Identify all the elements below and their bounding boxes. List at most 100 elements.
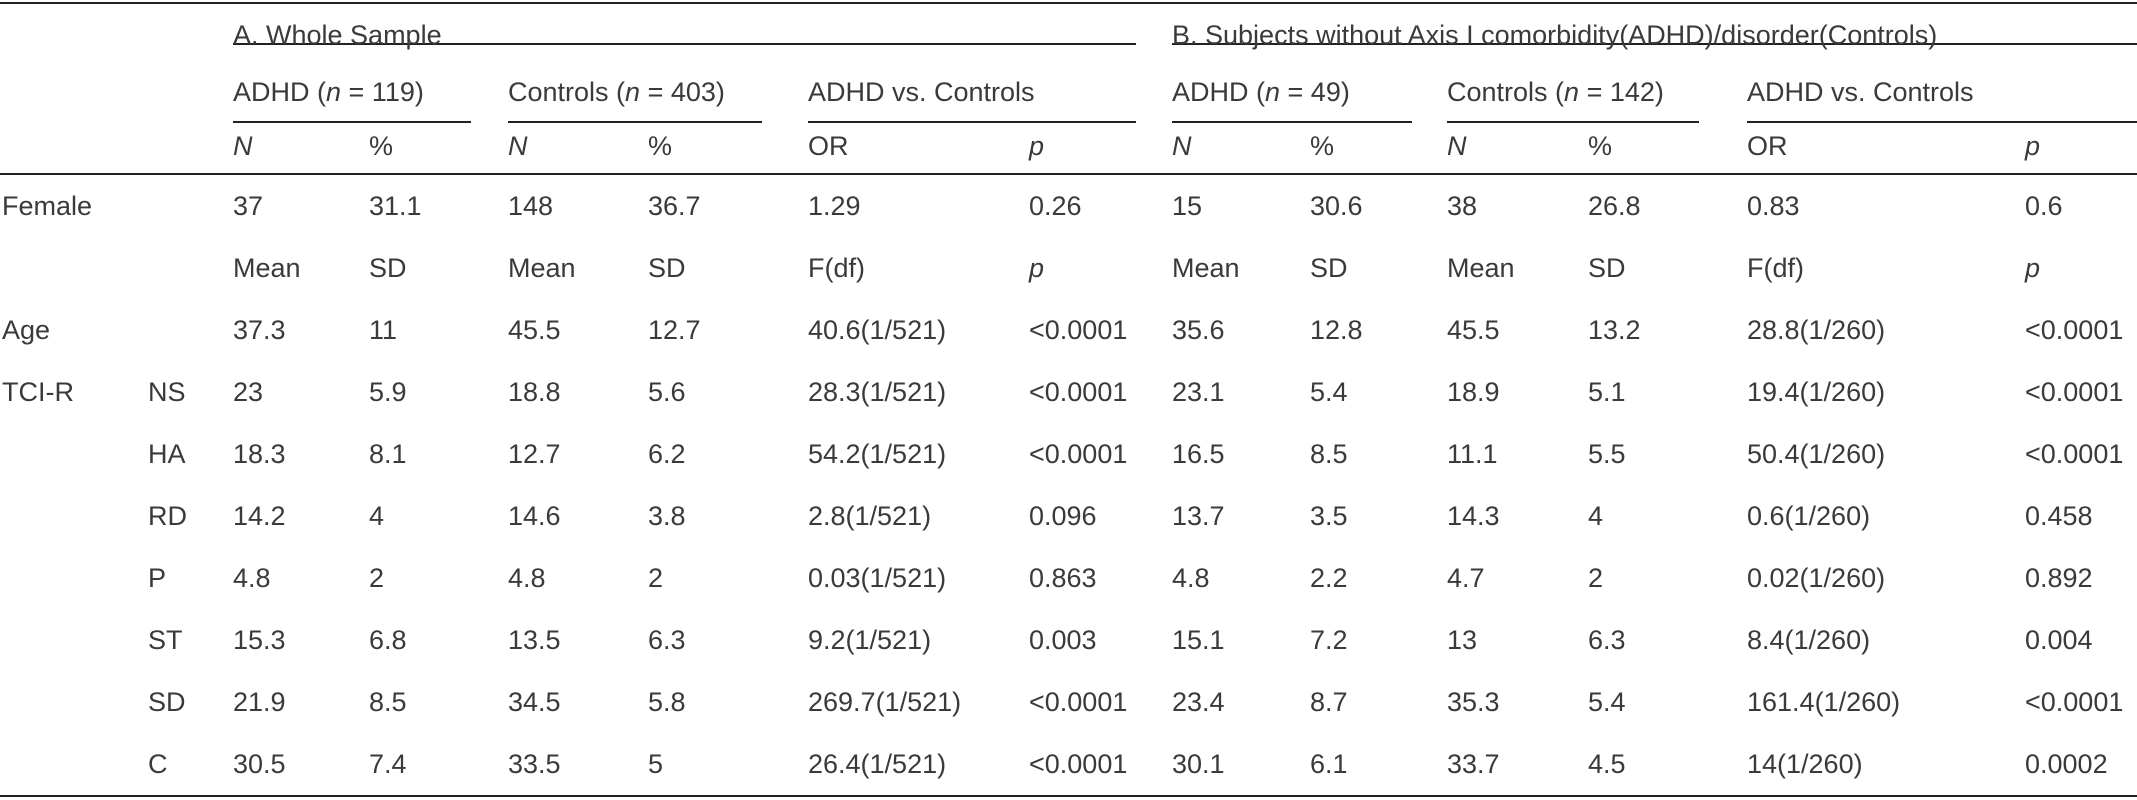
row-label: NS [148,377,186,407]
table-cell: 4.8 [1172,563,1210,593]
table-cell: <0.0001 [1029,749,1128,779]
sub1-cell: p [1029,131,1045,161]
table-cell: 12.8 [1310,315,1363,345]
table-cell: 8.4(1/260) [1747,625,1871,655]
sub2-cell: SD [1588,253,1626,283]
table-cell: 18.8 [508,377,561,407]
row-label: P [148,563,167,593]
table-cell: 15.3 [233,625,286,655]
a-vs-rule [808,121,1136,123]
table-cell: 30.6 [1310,191,1363,221]
table-cell: 15.1 [1172,625,1225,655]
top-rule [0,2,2137,4]
sub1-cell: N [508,131,528,161]
table-cell: 16.5 [1172,439,1225,469]
sub1-cell: % [1588,131,1613,161]
table-cell: 31.1 [369,191,422,221]
table-cell: 0.004 [2025,625,2093,655]
table-cell: 2 [1588,563,1604,593]
sub1-cell: OR [808,131,849,161]
table-cell: 6.3 [648,625,686,655]
table-cell: 4 [1588,501,1604,531]
table-cell: <0.0001 [2025,315,2124,345]
table-cell: 18.3 [233,439,286,469]
b-adhd-header: ADHD (n = 49) [1172,77,1350,107]
table-cell: 0.6(1/260) [1747,501,1871,531]
table-cell: 23.1 [1172,377,1225,407]
table-cell: 3.5 [1310,501,1348,531]
table-cell: 2 [369,563,385,593]
table-cell: 37 [233,191,264,221]
table-cell: <0.0001 [2025,439,2124,469]
section-a-header: A. Whole Sample [233,20,442,50]
table-cell: 13.5 [508,625,561,655]
table-cell: 38 [1447,191,1478,221]
table-cell: 0.003 [1029,625,1097,655]
a-adhd-rule [233,121,471,123]
table-cell: 35.6 [1172,315,1225,345]
table-cell: <0.0001 [1029,439,1128,469]
sub2-cell: Mean [1447,253,1515,283]
b-adhd-rule [1172,121,1412,123]
table-cell: 12.7 [508,439,561,469]
table-cell: 5 [648,749,664,779]
sub1-cell: p [2025,131,2041,161]
table-cell: 161.4(1/260) [1747,687,1901,717]
table-cell: 11 [369,315,398,345]
table-cell: 2.2 [1310,563,1348,593]
table-cell: 13 [1447,625,1478,655]
table-cell: 0.096 [1029,501,1097,531]
table-cell: 33.7 [1447,749,1500,779]
table-cell: 0.83 [1747,191,1800,221]
sub2-cell: Mean [233,253,301,283]
table-cell: 6.2 [648,439,686,469]
table-cell: 4.8 [508,563,546,593]
table-cell: 14.2 [233,501,286,531]
sub1-cell: N [1172,131,1192,161]
sub1-cell: N [233,131,253,161]
table-cell: 26.4(1/521) [808,749,947,779]
table-cell: 37.3 [233,315,286,345]
sub2-cell: F(df) [808,253,865,283]
table-cell: 5.4 [1310,377,1348,407]
sub2-cell: SD [369,253,407,283]
table-cell: 7.4 [369,749,407,779]
table-cell: 0.6 [2025,191,2063,221]
a-controls-header: Controls (n = 403) [508,77,725,107]
table-cell: 18.9 [1447,377,1500,407]
table-cell: 4.7 [1447,563,1485,593]
b-controls-header: Controls (n = 142) [1447,77,1664,107]
table-cell: 28.3(1/521) [808,377,947,407]
table-cell: 269.7(1/521) [808,687,962,717]
sub2-cell: SD [1310,253,1348,283]
b-vs-header: ADHD vs. Controls [1747,77,1974,107]
table-cell: 11.1 [1447,439,1498,469]
table-cell: 30.5 [233,749,286,779]
table-cell: 0.892 [2025,563,2093,593]
table-cell: 14(1/260) [1747,749,1863,779]
table-cell: <0.0001 [1029,687,1128,717]
table-cell: 21.9 [233,687,286,717]
table-cell: 5.8 [648,687,686,717]
table-cell: 4.5 [1588,749,1626,779]
table-cell: <0.0001 [1029,315,1128,345]
table-cell: 9.2(1/521) [808,625,932,655]
table-cell: 34.5 [508,687,561,717]
table-cell: <0.0001 [1029,377,1128,407]
table-cell: 13.2 [1588,315,1641,345]
female-label: Female [2,191,93,221]
table-cell: 5.9 [369,377,407,407]
table-cell: 45.5 [1447,315,1500,345]
section-b-header: B. Subjects without Axis I comorbidity(A… [1172,20,1938,50]
table-cell: 13.7 [1172,501,1225,531]
row-label: ST [148,625,183,655]
table-cell: 6.3 [1588,625,1626,655]
table-cell: 5.1 [1588,377,1626,407]
table-cell: 8.5 [369,687,407,717]
table-cell: <0.0001 [2025,687,2124,717]
table-cell: 36.7 [648,191,701,221]
table-cell: 15 [1172,191,1203,221]
table-cell: 5.4 [1588,687,1626,717]
table-cell: 40.6(1/521) [808,315,947,345]
table-cell: 0.02(1/260) [1747,563,1886,593]
